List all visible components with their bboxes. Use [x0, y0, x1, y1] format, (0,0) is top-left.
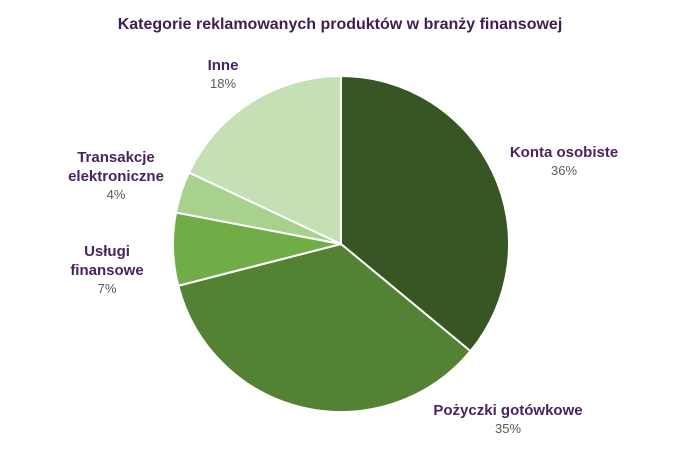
slice-label-konta-osobiste: Konta osobiste 36%: [510, 144, 618, 178]
pie-slice-inne: [187, 75, 342, 245]
pie-slices: [172, 75, 511, 414]
slice-label-inne: Inne 18%: [208, 57, 239, 91]
pie-slice-konta-osobiste: [340, 75, 511, 353]
slice-label-name: Konta osobiste: [510, 144, 618, 161]
slice-label-name: Inne: [208, 57, 239, 74]
slice-label-uslugi-finansowe: Usługi finansowe 7%: [70, 243, 143, 296]
slice-label-name: Usługi: [84, 243, 130, 260]
slice-label-pozyczki-gotowkowe: Pożyczki gotówkowe 35%: [433, 402, 582, 436]
chart-title: Kategorie reklamowanych produktów w bran…: [118, 16, 563, 33]
slice-label-name: Transakcje: [77, 149, 155, 166]
slice-label-value: 18%: [210, 76, 236, 91]
pie-slice-pozyczki-gotowkowe: [177, 243, 472, 414]
slice-label-name: elektroniczne: [68, 168, 164, 185]
slice-label-value: 35%: [495, 421, 521, 436]
slice-label-name: finansowe: [70, 262, 143, 279]
slice-label-value: 4%: [107, 187, 126, 202]
slice-label-name: Pożyczki gotówkowe: [433, 402, 582, 419]
slice-label-value: 7%: [98, 281, 117, 296]
slice-label-value: 36%: [551, 163, 577, 178]
slice-labels: Konta osobiste 36% Pożyczki gotówkowe 35% Us…: [68, 57, 618, 436]
slice-label-transakcje-elektroniczne: Transakcje elektroniczne 4%: [68, 149, 164, 202]
